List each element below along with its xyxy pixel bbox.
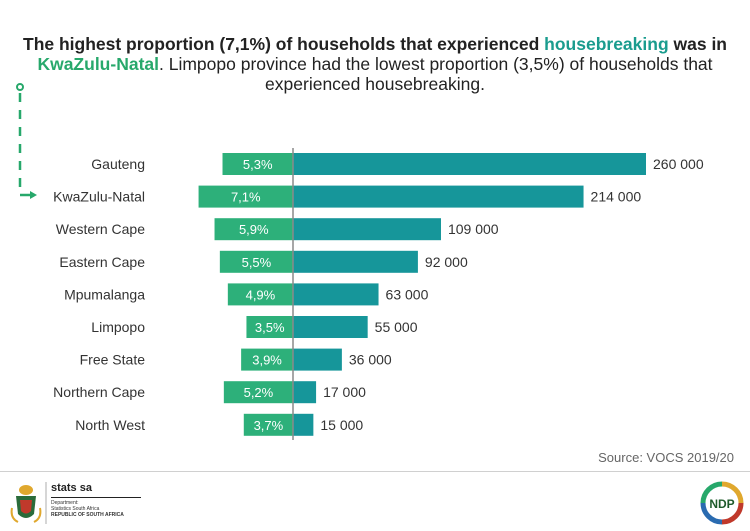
proportion-bar-western-cape: [214, 218, 293, 241]
proportion-bar-limpopo: [246, 316, 293, 338]
count-label-north-west: 15 000: [320, 417, 363, 433]
proportion-bar-northern-cape: [223, 381, 293, 404]
proportion-label-limpopo: 3,5%: [255, 320, 285, 335]
stats-sa-logo: [10, 482, 47, 524]
proportion-label-free-state: 3,9%: [252, 353, 282, 368]
headline-text-2: was in: [668, 34, 728, 54]
footer-divider: [0, 471, 750, 472]
proportion-bar-kwazulu-natal: [198, 185, 293, 208]
category-label-northern-cape: Northern Cape: [53, 384, 145, 400]
proportion-bar-free-state: [241, 348, 293, 371]
count-bar-gauteng: [293, 153, 646, 175]
count-bar-kwazulu-natal: [293, 185, 584, 208]
category-label-eastern-cape: Eastern Cape: [59, 254, 145, 270]
count-label-limpopo: 55 000: [375, 319, 418, 335]
category-label-kwazulu-natal: KwaZulu-Natal: [53, 189, 145, 205]
count-bar-eastern-cape: [293, 250, 418, 273]
stats-sa-line-3: REPUBLIC OF SOUTH AFRICA: [51, 512, 124, 518]
stats-sa-name: stats sa: [51, 482, 92, 494]
headline: The highest proportion (7,1%) of househo…: [0, 34, 750, 94]
source-note: Source: VOCS 2019/20: [598, 450, 734, 465]
stats-sa-line-1: Department:: [51, 500, 79, 506]
category-label-limpopo: Limpopo: [91, 319, 145, 335]
ndp-logo: NDP: [700, 481, 744, 525]
count-label-western-cape: 109 000: [448, 221, 499, 237]
proportion-label-north-west: 3,7%: [254, 418, 284, 433]
headline-line-2: KwaZulu-Natal. Limpopo province had the …: [0, 54, 750, 74]
proportion-bar-north-west: [243, 413, 293, 436]
count-bar-northern-cape: [293, 381, 317, 404]
count-bar-limpopo: [293, 316, 368, 338]
proportion-label-kwazulu-natal: 7,1%: [231, 190, 261, 205]
headline-line-1: The highest proportion (7,1%) of househo…: [0, 34, 750, 54]
headline-text-3: . Limpopo province had the lowest propor…: [159, 54, 713, 74]
stats-sa-rule: [51, 497, 141, 498]
highlight-arrow-icon: [16, 83, 37, 199]
proportion-bar-mpumalanga: [227, 283, 293, 306]
proportion-label-eastern-cape: 5,5%: [242, 255, 272, 270]
proportion-label-western-cape: 5,9%: [239, 222, 269, 237]
proportion-label-gauteng: 5,3%: [243, 157, 273, 172]
headline-highlight-housebreaking: housebreaking: [544, 34, 669, 54]
count-label-mpumalanga: 63 000: [386, 286, 429, 302]
category-label-western-cape: Western Cape: [56, 221, 145, 237]
count-label-northern-cape: 17 000: [323, 384, 366, 400]
count-bar-western-cape: [293, 218, 441, 241]
count-label-kwazulu-natal: 214 000: [591, 189, 642, 205]
ndp-logo-text: NDP: [709, 497, 734, 511]
category-label-gauteng: Gauteng: [91, 156, 145, 172]
category-label-north-west: North West: [75, 417, 145, 433]
coat-of-arms-icon: [10, 485, 42, 523]
proportion-bar-eastern-cape: [219, 250, 293, 273]
proportion-label-mpumalanga: 4,9%: [246, 287, 276, 302]
stats-sa-dept: Department: Statistics South Africa REPU…: [51, 500, 124, 518]
headline-text-1: The highest proportion (7,1%) of househo…: [23, 34, 545, 54]
category-label-mpumalanga: Mpumalanga: [64, 286, 145, 302]
proportion-bar-gauteng: [222, 153, 293, 175]
headline-line-3: experienced housebreaking.: [0, 74, 750, 94]
count-label-free-state: 36 000: [349, 352, 392, 368]
count-bar-mpumalanga: [293, 283, 379, 306]
headline-text-4: experienced housebreaking.: [265, 74, 485, 94]
count-label-gauteng: 260 000: [653, 156, 704, 172]
category-label-free-state: Free State: [80, 352, 146, 368]
count-label-eastern-cape: 92 000: [425, 254, 468, 270]
headline-highlight-kzn: KwaZulu-Natal: [37, 54, 159, 74]
proportion-label-northern-cape: 5,2%: [244, 385, 274, 400]
count-bar-north-west: [293, 413, 314, 436]
count-bar-free-state: [293, 348, 342, 371]
stats-sa-line-2: Statistics South Africa: [51, 506, 100, 512]
